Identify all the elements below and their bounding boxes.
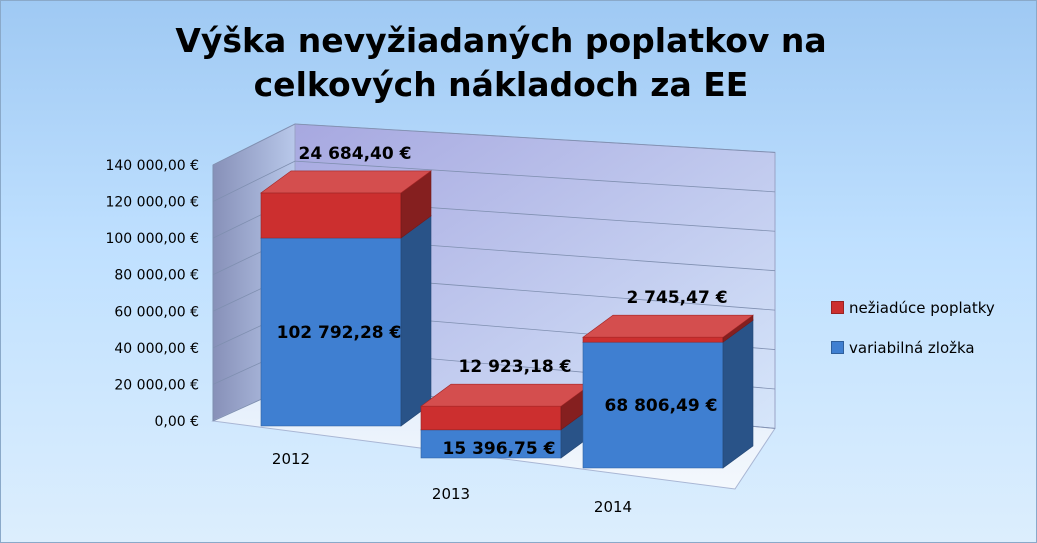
bar-side-face [722, 319, 754, 469]
data-label-variabilna-zlozka-2012: 102 792,28 € [277, 323, 402, 343]
bar-top-face [420, 383, 592, 407]
data-label-neziaduce-poplatky-2013: 12 923,18 € [459, 357, 572, 377]
x-tick-label: 2012 [272, 450, 310, 468]
bar-neziaduce-poplatky-2012 [260, 170, 432, 239]
data-label-variabilna-zlozka-2014: 68 806,49 € [605, 396, 718, 416]
bar-top-face [582, 314, 754, 338]
bar-neziaduce-poplatky-2013 [420, 383, 592, 431]
bar-front-face [420, 405, 562, 431]
chart-title: Výška nevyžiadaných poplatkov na celkový… [175, 21, 827, 104]
legend-label: variabilná zložka [849, 339, 975, 357]
bar-variabilna-zlozka-2012 [260, 215, 432, 427]
gridline-back [294, 123, 776, 153]
bar-front-face [582, 336, 724, 343]
data-label-neziaduce-poplatky-2014: 2 745,47 € [626, 288, 727, 308]
legend-swatch-blue [831, 341, 844, 354]
legend-swatch-red [831, 301, 844, 314]
x-tick-label: 2013 [432, 485, 470, 503]
bar-top-face [260, 170, 432, 194]
y-tick-label: 120 000,00 € [105, 195, 199, 211]
x-tick-label: 2014 [594, 498, 632, 516]
bar-front-face [260, 192, 402, 239]
legend-item-nežiadúce-poplatky: nežiadúce poplatky [831, 299, 995, 317]
data-label-neziaduce-poplatky-2012: 24 684,40 € [299, 144, 412, 164]
legend-label: nežiadúce poplatky [849, 299, 995, 317]
y-tick-label: 100 000,00 € [105, 231, 199, 247]
legend-item-variabilna-zlozka: variabilná zložka [831, 339, 975, 357]
y-tick-label: 40 000,00 € [114, 341, 199, 357]
bar-neziaduce-poplatky-2014 [582, 314, 754, 343]
y-tick-label: 140 000,00 € [105, 158, 199, 174]
bar-side-face [400, 215, 432, 427]
gridline-side [212, 123, 296, 166]
gridline-back [294, 160, 776, 193]
data-label-variabilna-zlozka-2013: 15 396,75 € [443, 439, 556, 459]
y-tick-label: 0,00 € [154, 414, 199, 430]
y-tick-label: 80 000,00 € [114, 268, 199, 284]
y-tick-label: 60 000,00 € [114, 304, 199, 320]
y-tick-label: 20 000,00 € [114, 377, 199, 393]
gridline-side [212, 160, 296, 202]
